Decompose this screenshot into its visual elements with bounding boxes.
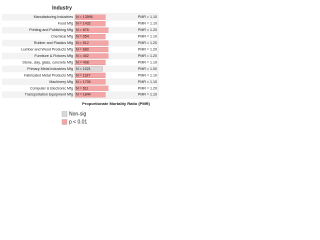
category-label: Primary Metal Industries Mfg	[27, 67, 73, 71]
count-label: N = 402	[76, 54, 89, 58]
value-label: PMR = 1.10	[138, 60, 157, 64]
bar	[74, 40, 109, 46]
value-label: PMR = 1.10	[138, 80, 157, 84]
count-label: N = 1844	[76, 93, 91, 97]
category-label: Fabricated Metal Products Mfg	[24, 73, 73, 77]
chart-title: Industry	[52, 5, 72, 11]
legend-swatch	[61, 119, 68, 125]
count-label: N = 498	[76, 60, 89, 64]
category-label: Machinery Mfg	[49, 80, 73, 84]
count-label: N = 954	[76, 35, 89, 39]
chart: Industry Proportionate Mortality Ratio (…	[2, 5, 159, 125]
bar	[74, 21, 106, 27]
bar	[74, 27, 109, 33]
bar	[74, 59, 106, 66]
count-label: N = 1187	[76, 73, 90, 77]
value-label: PMR = 1.10	[138, 15, 157, 19]
bar	[74, 53, 109, 59]
category-label: Stone, clay, glass, concrete Mfg	[22, 60, 73, 64]
value-label: PMR = 1.10	[138, 73, 157, 77]
bar	[74, 34, 106, 40]
bar	[74, 66, 103, 72]
count-label: N = 1432	[76, 22, 91, 26]
category-label: Chemical Mfg	[51, 35, 73, 39]
category-label: Computer & Electronic Mfg	[30, 86, 73, 90]
count-label: N = 1705	[76, 80, 91, 84]
value-label: PMR = 1.10	[138, 22, 157, 26]
count-label: N = 689	[76, 47, 89, 51]
bar	[74, 79, 106, 85]
value-label: PMR = 1.20	[138, 86, 157, 90]
category-label: Rubber and Plastics Mfg	[34, 41, 73, 45]
legend-swatch	[61, 111, 68, 117]
value-label: PMR = 1.20	[138, 47, 157, 51]
legend-label: p < 0.01	[69, 119, 87, 125]
count-label: N = 13596	[76, 15, 93, 19]
category-label: Transportation Equipment Mfg	[25, 93, 73, 97]
category-label: Furniture & Fixtures Mfg	[34, 54, 73, 58]
x-axis-title: Proportionate Mortality Ratio (PMR)	[82, 101, 150, 106]
category-label: Manufacturing Industries	[34, 15, 74, 19]
bar	[74, 46, 109, 53]
value-label: PMR = 1.20	[138, 54, 157, 58]
count-label: N = 611	[76, 86, 88, 90]
bar	[74, 72, 106, 78]
category-label: Printing and Publishing Mfg	[29, 28, 73, 32]
legend-label: Non-sig	[69, 111, 86, 117]
category-label: Food Mfg	[58, 22, 73, 26]
value-label: PMR = 1.20	[138, 41, 157, 45]
count-label: N = 512	[76, 41, 89, 45]
value-label: PMR = 1.20	[138, 28, 157, 32]
bar	[74, 14, 106, 20]
category-label: Lumber and Wood Products Mfg	[21, 47, 73, 51]
value-label: PMR = 1.10	[138, 35, 157, 39]
bar	[74, 92, 106, 98]
count-label: N = 876	[76, 28, 89, 32]
value-label: PMR = 1.00	[138, 67, 157, 71]
value-label: PMR = 1.10	[138, 93, 157, 97]
count-label: N = 1021	[76, 67, 91, 71]
bar	[74, 85, 109, 91]
